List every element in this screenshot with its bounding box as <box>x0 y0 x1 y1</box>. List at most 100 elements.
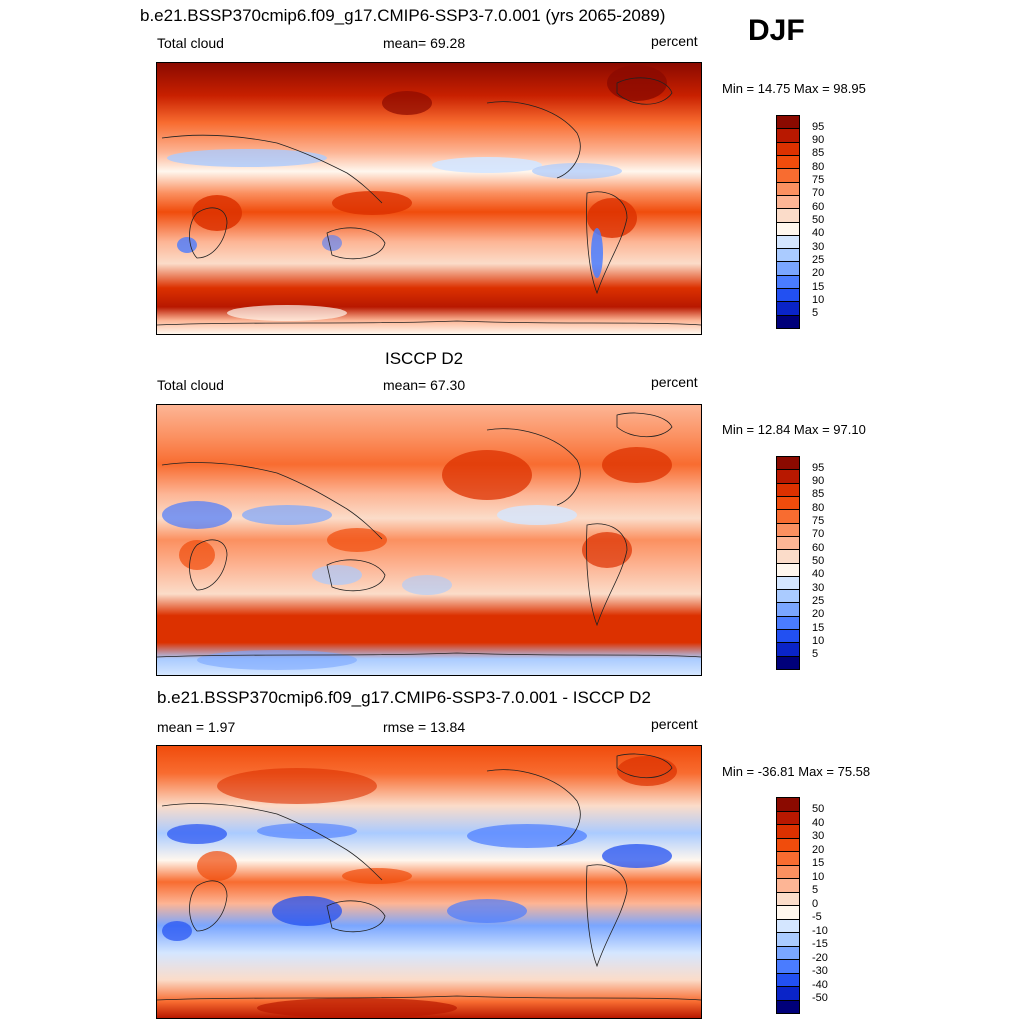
colorbar-swatch <box>776 128 800 143</box>
panel1-map <box>156 62 702 335</box>
panel2-colorbar: 95 90 85 80 75 70 60 50 40 30 25 20 15 10 5 <box>776 456 856 670</box>
colorbar-swatch <box>776 194 800 209</box>
colorbar-swatch <box>776 602 800 617</box>
panel3-colorbar: 50 40 30 20 15 10 5 0 -5 -10 -15 -20 -30 -40 -50 <box>776 797 856 1014</box>
colorbar-swatch <box>776 837 800 852</box>
colorbar-tick-label: 40 <box>812 568 825 581</box>
colorbar-tick-label: 90 <box>812 475 825 488</box>
colorbar-swatch <box>776 234 800 249</box>
colorbar-tick-label: 40 <box>812 227 825 240</box>
panel1-map-plot <box>157 63 701 334</box>
colorbar-swatch <box>776 797 800 811</box>
colorbar-swatch <box>776 535 800 550</box>
colorbar-swatch <box>776 932 800 946</box>
panel1-mean-label: mean= 69.28 <box>383 35 466 51</box>
colorbar-swatch <box>776 456 800 470</box>
colorbar-swatch <box>776 115 800 129</box>
colorbar-tick-label: 30 <box>812 830 825 842</box>
colorbar-swatch <box>776 851 800 865</box>
panel1-colorbar: 95 90 85 80 75 70 60 50 40 30 25 20 15 10 5 <box>776 115 856 329</box>
colorbar-swatch <box>776 208 800 222</box>
colorbar-tick-label: 70 <box>812 187 825 200</box>
colorbar-swatch <box>776 469 800 484</box>
colorbar-swatch <box>776 168 800 183</box>
panel3-rmse-label: rmse = 13.84 <box>383 719 466 735</box>
panel3-map-plot <box>157 746 701 1018</box>
colorbar-tick-label: 30 <box>812 240 825 253</box>
panel2-units-label: percent <box>651 374 698 390</box>
colorbar-tick-label: 15 <box>812 621 825 634</box>
colorbar-tick-label: 95 <box>812 461 825 474</box>
colorbar-swatch <box>776 986 800 1000</box>
colorbar-tick-label: 15 <box>812 857 825 869</box>
colorbar-tick-label: 85 <box>812 147 825 160</box>
colorbar-swatch <box>776 891 800 906</box>
colorbar-tick-label: 85 <box>812 488 825 501</box>
colorbar-tick-label: -20 <box>812 951 828 964</box>
panel3-units-label: percent <box>651 716 698 732</box>
colorbar-tick-label: 70 <box>812 528 825 541</box>
colorbar-swatch <box>776 615 800 630</box>
colorbar-tick-label: 60 <box>812 200 825 213</box>
colorbar-tick-label: 5 <box>812 307 819 320</box>
panel3-map <box>156 745 702 1019</box>
panel2-title: ISCCP D2 <box>385 349 464 368</box>
colorbar-swatch <box>776 301 800 316</box>
colorbar-swatch <box>776 999 800 1014</box>
colorbar-swatch <box>776 945 800 960</box>
colorbar-tick-label: 10 <box>812 634 825 647</box>
colorbar-tick-label: 20 <box>812 843 825 856</box>
colorbar-swatch <box>776 905 800 919</box>
panel3-minmax: Min = -36.81 Max = 75.58 <box>722 764 871 779</box>
panel2-map-plot <box>157 405 701 675</box>
panel2-minmax: Min = 12.84 Max = 97.10 <box>722 422 866 437</box>
colorbar-tick-label: 95 <box>812 120 825 133</box>
colorbar-swatch <box>776 509 800 524</box>
colorbar-swatch <box>776 589 800 603</box>
panel3-title: b.e21.BSSP370cmip6.f09_g17.CMIP6-SSP3-7.… <box>157 688 651 707</box>
colorbar-tick-label: 0 <box>812 897 819 910</box>
colorbar-tick-label: 5 <box>812 884 819 896</box>
colorbar-swatch <box>776 495 800 510</box>
season-label: DJF <box>748 14 805 47</box>
panel1-minmax: Min = 14.75 Max = 98.95 <box>722 81 866 96</box>
colorbar-swatch <box>776 918 800 933</box>
panel3-mean-label: mean = 1.97 <box>157 719 236 735</box>
colorbar-tick-label: 30 <box>812 581 825 594</box>
colorbar-swatch <box>776 221 800 236</box>
colorbar-swatch <box>776 181 800 196</box>
colorbar-swatch <box>776 288 800 302</box>
colorbar-swatch <box>776 959 800 973</box>
colorbar-tick-label: 20 <box>812 608 825 621</box>
colorbar-tick-label: -30 <box>812 965 828 977</box>
colorbar-tick-label: 40 <box>812 816 825 829</box>
colorbar-tick-label: 25 <box>812 253 825 266</box>
colorbar-tick-label: 80 <box>812 501 825 514</box>
colorbar-tick-label: 5 <box>812 648 819 661</box>
colorbar-tick-label: 50 <box>812 555 825 567</box>
colorbar-swatch <box>776 864 800 879</box>
colorbar-tick-label: -40 <box>812 978 828 991</box>
colorbar-swatch <box>776 154 800 169</box>
colorbar-tick-label: 60 <box>812 541 825 554</box>
panel2-mean-label: mean= 67.30 <box>383 377 466 393</box>
colorbar-tick-label: -50 <box>812 992 828 1004</box>
colorbar-tick-label: 75 <box>812 515 825 528</box>
colorbar-tick-label: 80 <box>812 160 825 173</box>
colorbar-tick-label: -15 <box>812 938 828 950</box>
colorbar-tick-label: 25 <box>812 594 825 607</box>
colorbar-swatch <box>776 810 800 825</box>
panel1-units-label: percent <box>651 33 698 49</box>
colorbar-swatch <box>776 482 800 497</box>
colorbar-swatch <box>776 141 800 156</box>
panel2-map <box>156 404 702 676</box>
colorbar-tick-label: 10 <box>812 293 825 306</box>
colorbar-swatch <box>776 629 800 643</box>
colorbar-tick-label: 75 <box>812 174 825 187</box>
colorbar-tick-label: -5 <box>812 911 822 923</box>
colorbar-swatch <box>776 314 800 329</box>
colorbar-tick-label: 15 <box>812 280 825 293</box>
colorbar-swatch <box>776 655 800 670</box>
colorbar-swatch <box>776 562 800 577</box>
colorbar-swatch <box>776 549 800 563</box>
